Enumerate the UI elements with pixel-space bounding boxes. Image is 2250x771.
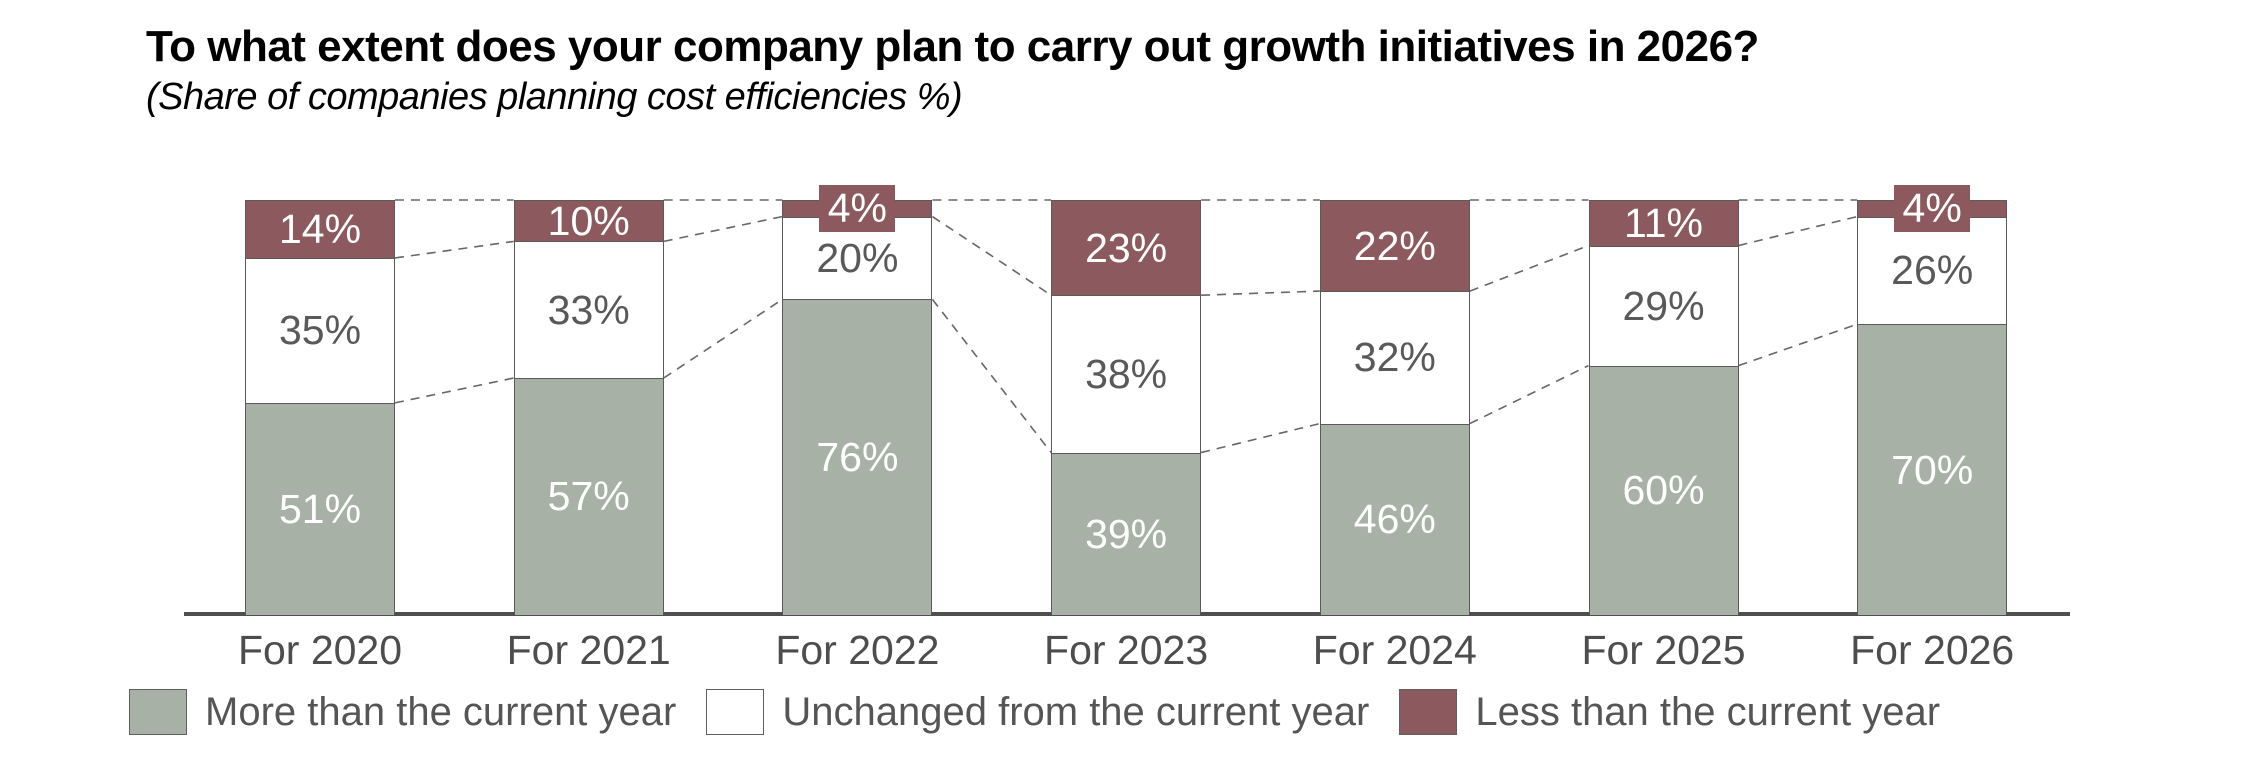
- value-callout: 4%: [1894, 184, 1971, 232]
- segment-less-than-the-current-year: 22%: [1320, 201, 1469, 293]
- legend-swatch-less-than-the-current-year: [1399, 689, 1458, 735]
- segment-unchanged-from-the-current-year: 26%: [1858, 217, 2007, 326]
- x-axis-label: For 2025: [1581, 627, 1746, 673]
- segment-unchanged-from-the-current-year: 20%: [783, 217, 932, 301]
- bar-for-2025: 11% 29% 60%: [1588, 199, 1739, 615]
- segment-unchanged-from-the-current-year: 38%: [1052, 296, 1201, 454]
- legend-swatch-unchanged-from-the-current-year: [706, 689, 765, 735]
- value-label: 60%: [1622, 467, 1705, 514]
- segment-unchanged-from-the-current-year: 33%: [514, 242, 663, 379]
- value-label: 38%: [1085, 350, 1168, 397]
- bar-for-2022: 20% 76%: [782, 200, 933, 615]
- value-label: 26%: [1891, 247, 1974, 294]
- x-axis-label: For 2022: [775, 627, 940, 673]
- value-label: 32%: [1353, 334, 1436, 381]
- legend-label: Less than the current year: [1475, 689, 1941, 734]
- segment-less-than-the-current-year: 11%: [1589, 199, 1738, 247]
- bar-for-2024: 22% 32% 46%: [1319, 200, 1470, 615]
- value-label: 22%: [1353, 222, 1436, 269]
- x-axis-label: For 2021: [506, 627, 671, 673]
- value-label: 46%: [1353, 496, 1436, 543]
- segment-more-than-the-current-year: 46%: [1320, 424, 1469, 615]
- value-label: 70%: [1891, 446, 1974, 493]
- bar-for-2026: 26% 70%: [1857, 200, 2008, 615]
- value-label: 10%: [547, 197, 630, 244]
- segment-more-than-the-current-year: 39%: [1052, 453, 1201, 615]
- segment-unchanged-from-the-current-year: 32%: [1320, 292, 1469, 425]
- value-label: 33%: [547, 286, 630, 333]
- segment-less-than-the-current-year: 14%: [246, 201, 394, 259]
- value-label: 11%: [1623, 199, 1704, 246]
- bar-for-2023: 23% 38% 39%: [1051, 200, 1202, 615]
- value-label: 29%: [1622, 282, 1705, 329]
- value-label: 57%: [547, 473, 630, 520]
- legend-item-more-than-the-current-year: More than the current year: [129, 689, 676, 735]
- segment-more-than-the-current-year: 51%: [246, 403, 394, 615]
- chart-title: To what extent does your company plan to…: [146, 22, 1759, 71]
- segment-more-than-the-current-year: 57%: [514, 379, 663, 615]
- value-label: 14%: [278, 205, 362, 252]
- legend-label: More than the current year: [205, 689, 677, 734]
- x-axis-label: For 2024: [1312, 627, 1477, 673]
- legend-item-less-than-the-current-year: Less than the current year: [1399, 689, 1940, 735]
- value-label: 35%: [278, 307, 362, 354]
- x-axis-label: For 2023: [1044, 627, 1209, 673]
- segment-more-than-the-current-year: 70%: [1858, 325, 2007, 615]
- x-axis-label: For 2020: [237, 627, 403, 673]
- chart-subtitle: (Share of companies planning cost effici…: [146, 76, 963, 118]
- value-label: 39%: [1085, 510, 1168, 557]
- legend-item-unchanged-from-the-current-year: Unchanged from the current year: [706, 689, 1369, 735]
- segment-unchanged-from-the-current-year: 29%: [1589, 246, 1738, 367]
- legend-label: Unchanged from the current year: [782, 689, 1370, 734]
- legend: More than the current year Unchanged from…: [129, 689, 1940, 735]
- value-callout: 4%: [819, 184, 896, 232]
- segment-less-than-the-current-year: 23%: [1052, 201, 1201, 297]
- value-label: 51%: [278, 485, 362, 532]
- value-label: 76%: [816, 434, 899, 481]
- segment-unchanged-from-the-current-year: 35%: [246, 258, 394, 404]
- segment-more-than-the-current-year: 60%: [1589, 366, 1738, 615]
- segment-less-than-the-current-year: 10%: [514, 197, 663, 244]
- x-axis-label: For 2026: [1850, 627, 2015, 673]
- value-label: 20%: [816, 234, 899, 281]
- legend-swatch-more-than-the-current-year: [129, 689, 187, 735]
- segment-more-than-the-current-year: 76%: [783, 300, 932, 615]
- bar-for-2020: 14% 35% 51%: [245, 200, 395, 615]
- value-label: 23%: [1085, 224, 1168, 271]
- bar-for-2021: 10% 33% 57%: [513, 197, 664, 615]
